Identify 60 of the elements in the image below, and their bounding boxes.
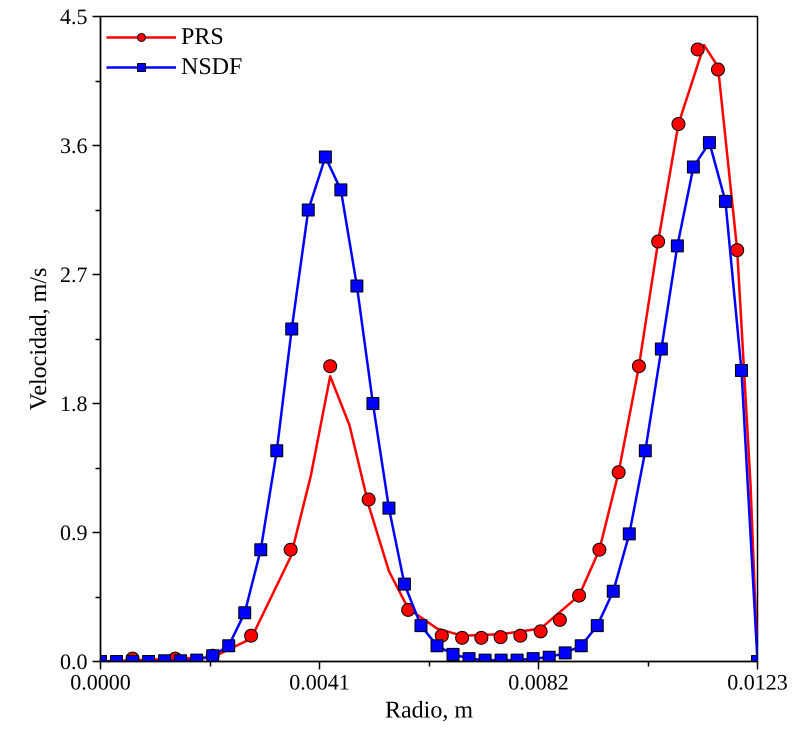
legend-label: PRS bbox=[181, 22, 224, 52]
y-tick-label: 2.7 bbox=[60, 262, 88, 287]
point bbox=[494, 630, 508, 644]
point bbox=[686, 160, 700, 174]
point bbox=[702, 136, 716, 150]
point bbox=[690, 42, 705, 56]
legend-label: NSDF bbox=[181, 52, 242, 82]
x-axis-title: Radio, m bbox=[385, 698, 474, 724]
point bbox=[285, 322, 298, 336]
point bbox=[318, 150, 332, 164]
point bbox=[651, 234, 666, 249]
point bbox=[730, 243, 744, 258]
point bbox=[222, 639, 236, 652]
point bbox=[654, 342, 668, 356]
point bbox=[710, 62, 725, 77]
point bbox=[350, 279, 364, 292]
point bbox=[254, 543, 268, 556]
y-axis-title: Velocidad, m/s bbox=[26, 268, 52, 410]
point bbox=[323, 359, 338, 374]
point bbox=[244, 628, 258, 643]
point bbox=[734, 364, 748, 378]
point bbox=[606, 584, 620, 598]
x-tick-label: 0.0041 bbox=[289, 670, 350, 694]
point bbox=[362, 492, 376, 507]
y-tick-label: 0.9 bbox=[60, 520, 88, 545]
point bbox=[334, 183, 348, 196]
point bbox=[430, 639, 444, 652]
point bbox=[558, 646, 572, 660]
point bbox=[542, 650, 556, 662]
point bbox=[622, 527, 636, 540]
point bbox=[671, 117, 686, 131]
y-tick-label: 3.6 bbox=[60, 133, 88, 158]
point bbox=[612, 465, 626, 480]
x-tick-label: 0.0082 bbox=[508, 670, 569, 694]
point bbox=[718, 194, 732, 208]
point bbox=[572, 588, 586, 603]
point bbox=[401, 602, 416, 617]
point bbox=[670, 239, 684, 252]
point bbox=[534, 624, 548, 638]
point bbox=[446, 648, 460, 661]
point bbox=[238, 606, 252, 620]
point bbox=[474, 630, 488, 645]
point bbox=[592, 542, 606, 557]
point bbox=[382, 502, 396, 515]
point bbox=[632, 359, 646, 374]
point bbox=[414, 619, 428, 632]
point bbox=[638, 444, 652, 458]
point bbox=[513, 628, 528, 643]
point bbox=[455, 630, 470, 645]
point bbox=[284, 542, 298, 557]
point bbox=[366, 397, 380, 410]
point bbox=[590, 619, 604, 632]
point bbox=[270, 444, 284, 458]
point bbox=[398, 578, 411, 591]
y-tick-label: 4.5 bbox=[60, 4, 88, 29]
x-tick-label: 0.0123 bbox=[727, 670, 788, 694]
point bbox=[574, 639, 588, 652]
point bbox=[552, 612, 567, 627]
y-tick-label: 1.8 bbox=[60, 391, 88, 416]
point bbox=[302, 204, 315, 216]
